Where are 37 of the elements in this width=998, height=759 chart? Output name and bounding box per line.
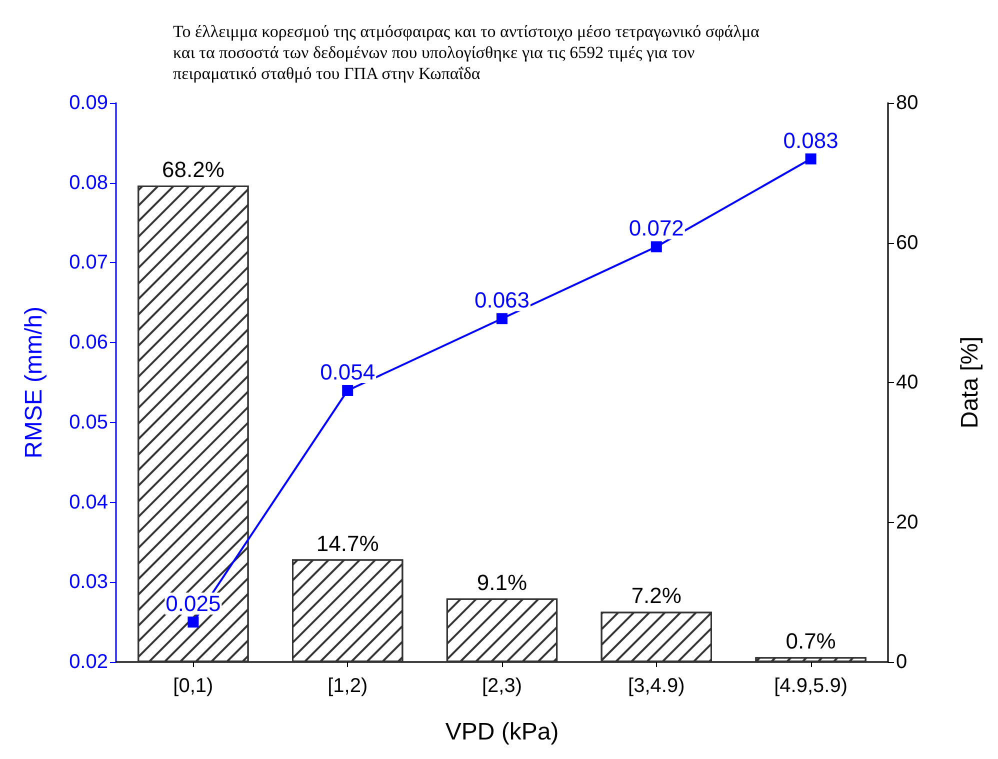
data-label: 9.1%	[476, 570, 528, 595]
y-axis-title: RMSE (mm/h)	[20, 306, 48, 458]
x-tick-label: [4.9,5.9)	[774, 675, 848, 697]
point	[188, 616, 199, 628]
data-label: 0.072	[628, 216, 684, 241]
y2-tick-label: 60	[896, 232, 918, 254]
y-tick-label: 0.06	[69, 332, 108, 354]
point	[342, 384, 354, 396]
y-tick-label: 0.02	[69, 651, 108, 673]
y2-tick-label: 20	[896, 511, 918, 534]
x-tick-label: [3,4.9)	[628, 675, 685, 697]
data-label: 0.025	[166, 591, 221, 616]
data-label: 7.2%	[631, 583, 682, 608]
data-label: 0.7%	[786, 628, 836, 654]
x-tick-label: [0,1)	[173, 675, 214, 697]
y2-tick-label: 40	[896, 372, 918, 394]
point	[650, 241, 662, 252]
y2-tick-label: 80	[896, 92, 918, 114]
y-tick-label: 0.07	[69, 252, 108, 274]
y-tick-label: 0.04	[69, 491, 108, 514]
point	[805, 153, 816, 164]
y2-axis-title: Data [%]	[956, 336, 984, 429]
y2-tick-label: 0	[896, 651, 908, 673]
x-tick-label: [2,3)	[482, 675, 522, 697]
y-tick-label: 0.03	[69, 571, 108, 594]
data-label: 0.054	[320, 359, 376, 384]
point	[496, 313, 508, 324]
y-tick-label: 0.09	[69, 92, 108, 114]
y-tick-label: 0.08	[69, 172, 108, 194]
data-label: 14.7%	[316, 530, 379, 556]
data-label: 0.083	[783, 128, 838, 153]
y-tick-label: 0.05	[69, 411, 108, 434]
chart-title: Το έλλειμμα κορεσμού της ατμόσφαιρας και το αντίστοιχο μέσο τετραγωνικό σφάλμα και τα ποσοστά των δεδομένων που υπολογίσθηκε για τις 6592 τιμές για τον πειραματικό σταθμό του ΓΠΑ στην Κωπαΐδα	[173, 22, 760, 83]
data-label: 68.2%	[162, 156, 224, 182]
x-axis-title: VPD (kPa)	[445, 718, 559, 746]
x-tick-label: [1,2)	[328, 675, 368, 697]
data-label: 0.063	[474, 288, 530, 313]
